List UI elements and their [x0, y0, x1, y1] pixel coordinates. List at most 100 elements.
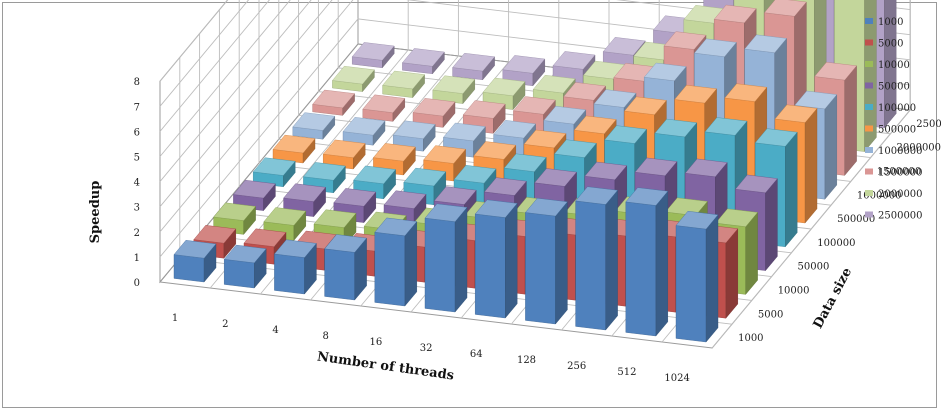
bar-top	[713, 4, 757, 24]
legend-item: 5000	[865, 39, 903, 50]
bar-top	[604, 125, 647, 144]
bar-top	[462, 100, 506, 119]
bar-top	[534, 168, 577, 187]
bar-top	[473, 141, 517, 160]
bar-top	[584, 161, 628, 181]
bar-top	[353, 165, 396, 185]
x-tick-label: 1024	[664, 373, 689, 384]
bar	[233, 179, 276, 212]
legend-item: 100000	[865, 103, 916, 114]
x-tick-label: 2	[222, 319, 228, 330]
bar-top	[432, 75, 476, 94]
z-tick-label: 1000000	[857, 190, 902, 201]
legend-label: 1000000	[878, 146, 923, 157]
bar-top	[173, 240, 217, 259]
bar-top	[403, 167, 447, 187]
bar-top	[392, 120, 436, 139]
bar-top	[332, 65, 375, 85]
bar-front	[625, 201, 657, 337]
bar-top	[625, 187, 669, 206]
bar-top	[484, 177, 527, 196]
legend-swatch	[865, 168, 873, 175]
bar-side	[605, 189, 618, 331]
series-1000	[173, 186, 719, 343]
bar-side	[824, 94, 837, 200]
bar	[402, 48, 445, 75]
bar	[213, 202, 256, 235]
legend-swatch	[865, 61, 873, 67]
bar	[502, 55, 546, 87]
bar	[312, 89, 355, 116]
bar-side	[725, 228, 738, 319]
y-tick-label: 2	[134, 228, 140, 239]
bar-side	[454, 206, 468, 313]
legend-swatch	[865, 39, 873, 46]
legend-label: 5000	[878, 39, 903, 50]
legend-label: 1000	[878, 17, 903, 28]
y-gridline	[159, 0, 270, 132]
y-tick-label: 1	[134, 253, 140, 264]
z-axis-title: Data size	[811, 265, 855, 331]
bar-top	[493, 120, 536, 139]
bar-top	[503, 153, 547, 172]
bar-top	[552, 51, 596, 70]
bar-top	[525, 197, 568, 217]
legend-swatch	[865, 18, 873, 24]
bar-top	[373, 143, 416, 162]
bar-top	[513, 96, 556, 115]
bar-top	[423, 145, 466, 164]
legend-swatch	[865, 104, 873, 110]
bar-front	[274, 253, 305, 295]
bar	[351, 42, 395, 69]
bar-top	[554, 139, 597, 158]
bar	[362, 94, 406, 122]
bar-front	[374, 231, 406, 307]
z-tick-label: 1000	[738, 333, 763, 344]
y-gridline	[159, 0, 291, 157]
bar	[525, 197, 568, 325]
legend-item: 1500000	[865, 168, 923, 179]
y-tick-label: 4	[134, 178, 140, 189]
x-tick-label: 256	[567, 361, 586, 372]
bar	[462, 100, 506, 134]
legend-item: 500000	[865, 125, 916, 136]
legend-swatch	[865, 211, 873, 218]
y-tick-label: 6	[134, 127, 140, 138]
bar	[332, 65, 375, 93]
bar-top	[443, 122, 486, 142]
bar-top	[322, 139, 366, 158]
x-tick-label: 16	[370, 337, 383, 348]
bar-front	[675, 225, 707, 343]
bar-top	[383, 190, 427, 209]
bar-top	[754, 128, 798, 147]
y-tick-label: 0	[134, 278, 140, 289]
legend-item: 2000000	[865, 189, 923, 200]
bar-top	[593, 89, 637, 108]
bar	[575, 186, 618, 331]
legend-label: 2000000	[878, 189, 923, 200]
z-tick-label: 1500000	[877, 167, 922, 178]
bar-top	[402, 48, 445, 67]
bar-top	[774, 104, 818, 123]
bar-top	[193, 225, 237, 244]
legend-item: 2500000	[865, 211, 923, 222]
y-gridline	[159, 0, 250, 107]
bar-top	[663, 31, 707, 50]
bar-side	[555, 201, 568, 325]
x-tick-label: 128	[517, 355, 536, 366]
bar	[342, 117, 386, 146]
legend-swatch	[865, 190, 873, 196]
bar	[272, 134, 316, 164]
bar	[452, 52, 495, 81]
bar-top	[213, 202, 256, 221]
legend-label: 1500000	[878, 168, 923, 179]
bar-top	[674, 84, 717, 104]
bar-top	[433, 186, 477, 205]
bar-top	[453, 165, 497, 184]
bar-side	[864, 0, 877, 153]
bar-top	[634, 157, 678, 177]
bar-top	[274, 239, 317, 258]
bar-top	[263, 207, 307, 226]
bar-top	[342, 117, 386, 136]
